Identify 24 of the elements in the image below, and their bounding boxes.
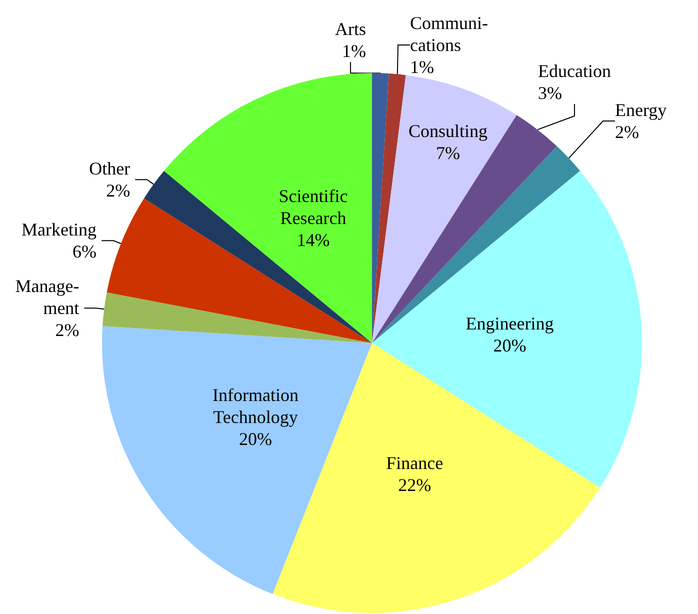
slice-label: Education	[538, 61, 611, 81]
data-label: 7%	[436, 143, 460, 163]
slice-label: Finance	[386, 453, 444, 474]
data-label: 22%	[398, 475, 432, 496]
data-label: 20%	[238, 428, 272, 449]
slice-label: Arts	[335, 19, 366, 39]
slice-label: Communi- cations	[410, 13, 488, 55]
data-label: 2%	[106, 180, 130, 201]
slice-label: Consulting	[408, 121, 488, 141]
data-label: 2%	[55, 320, 80, 340]
slice-label: Marketing	[22, 220, 97, 240]
data-label: 3%	[538, 83, 562, 103]
data-label: 1%	[342, 41, 366, 61]
slice-label: Other	[89, 158, 130, 179]
data-label: 1%	[410, 57, 434, 77]
slice-label: Manage- ment	[15, 276, 80, 318]
data-label: 6%	[72, 242, 97, 262]
slice-label: Energy	[615, 100, 667, 120]
slice-label: Information Technology	[212, 384, 298, 427]
slice-label: Engineering	[466, 313, 554, 334]
data-label: 2%	[615, 122, 639, 142]
data-label: 20%	[493, 335, 526, 356]
slice-label: Scientific Research	[278, 186, 348, 228]
data-label: 14%	[296, 230, 330, 250]
